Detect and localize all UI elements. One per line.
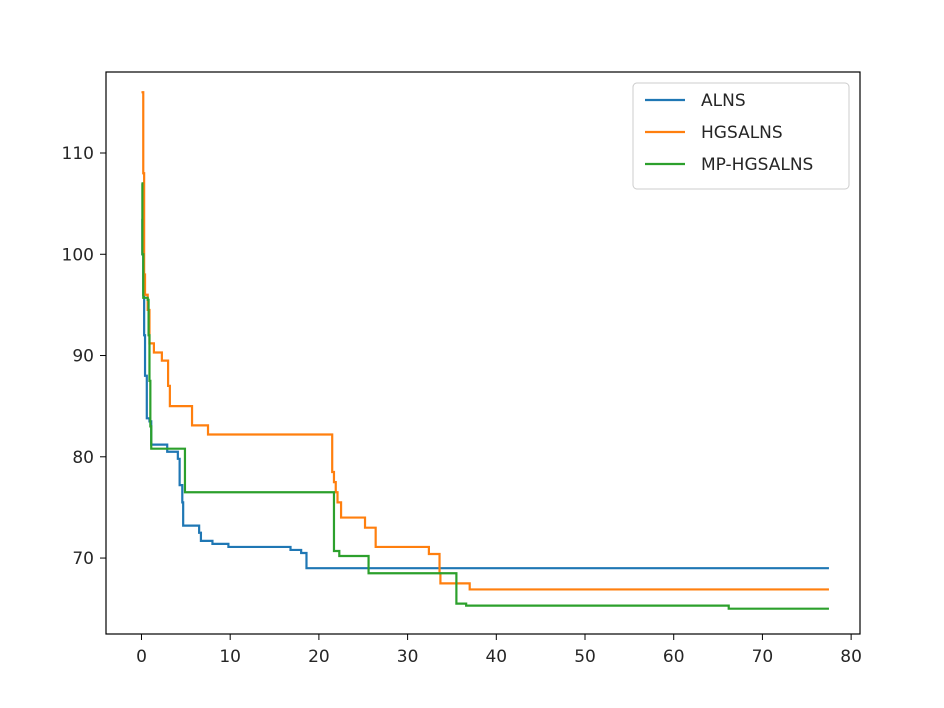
y-tick-label: 110 [62, 144, 94, 164]
legend-label: HGSALNS [701, 123, 783, 143]
x-tick-label: 40 [485, 647, 507, 667]
axes: 0 10 20 30 40 50 60 70 80 70 80 90 100 110 [62, 144, 862, 667]
plot-area-border [105, 71, 861, 635]
x-tick-label: 0 [136, 647, 147, 667]
x-tick-label: 70 [752, 647, 774, 667]
legend: ALNS HGSALNS MP-HGSALNS [632, 82, 850, 190]
x-tick-label: 10 [219, 647, 241, 667]
series-lines [141, 91, 829, 610]
x-tick-label: 20 [308, 647, 330, 667]
legend-box [632, 82, 850, 190]
y-tick-label: 90 [72, 347, 94, 367]
legend-label: ALNS [701, 91, 746, 111]
x-tick-label: 60 [663, 647, 685, 667]
y-tick-label: 70 [72, 549, 94, 569]
plot-frame [105, 71, 861, 635]
y-tick-label: 100 [62, 245, 94, 265]
legend-label: MP-HGSALNS [701, 155, 813, 175]
y-tick-label: 80 [72, 448, 94, 468]
x-tick-label: 50 [574, 647, 596, 667]
series-line-mp-hgsalns [141, 182, 829, 610]
series-line-alns [141, 217, 829, 570]
x-tick-label: 80 [840, 647, 862, 667]
x-tick-label: 30 [397, 647, 419, 667]
